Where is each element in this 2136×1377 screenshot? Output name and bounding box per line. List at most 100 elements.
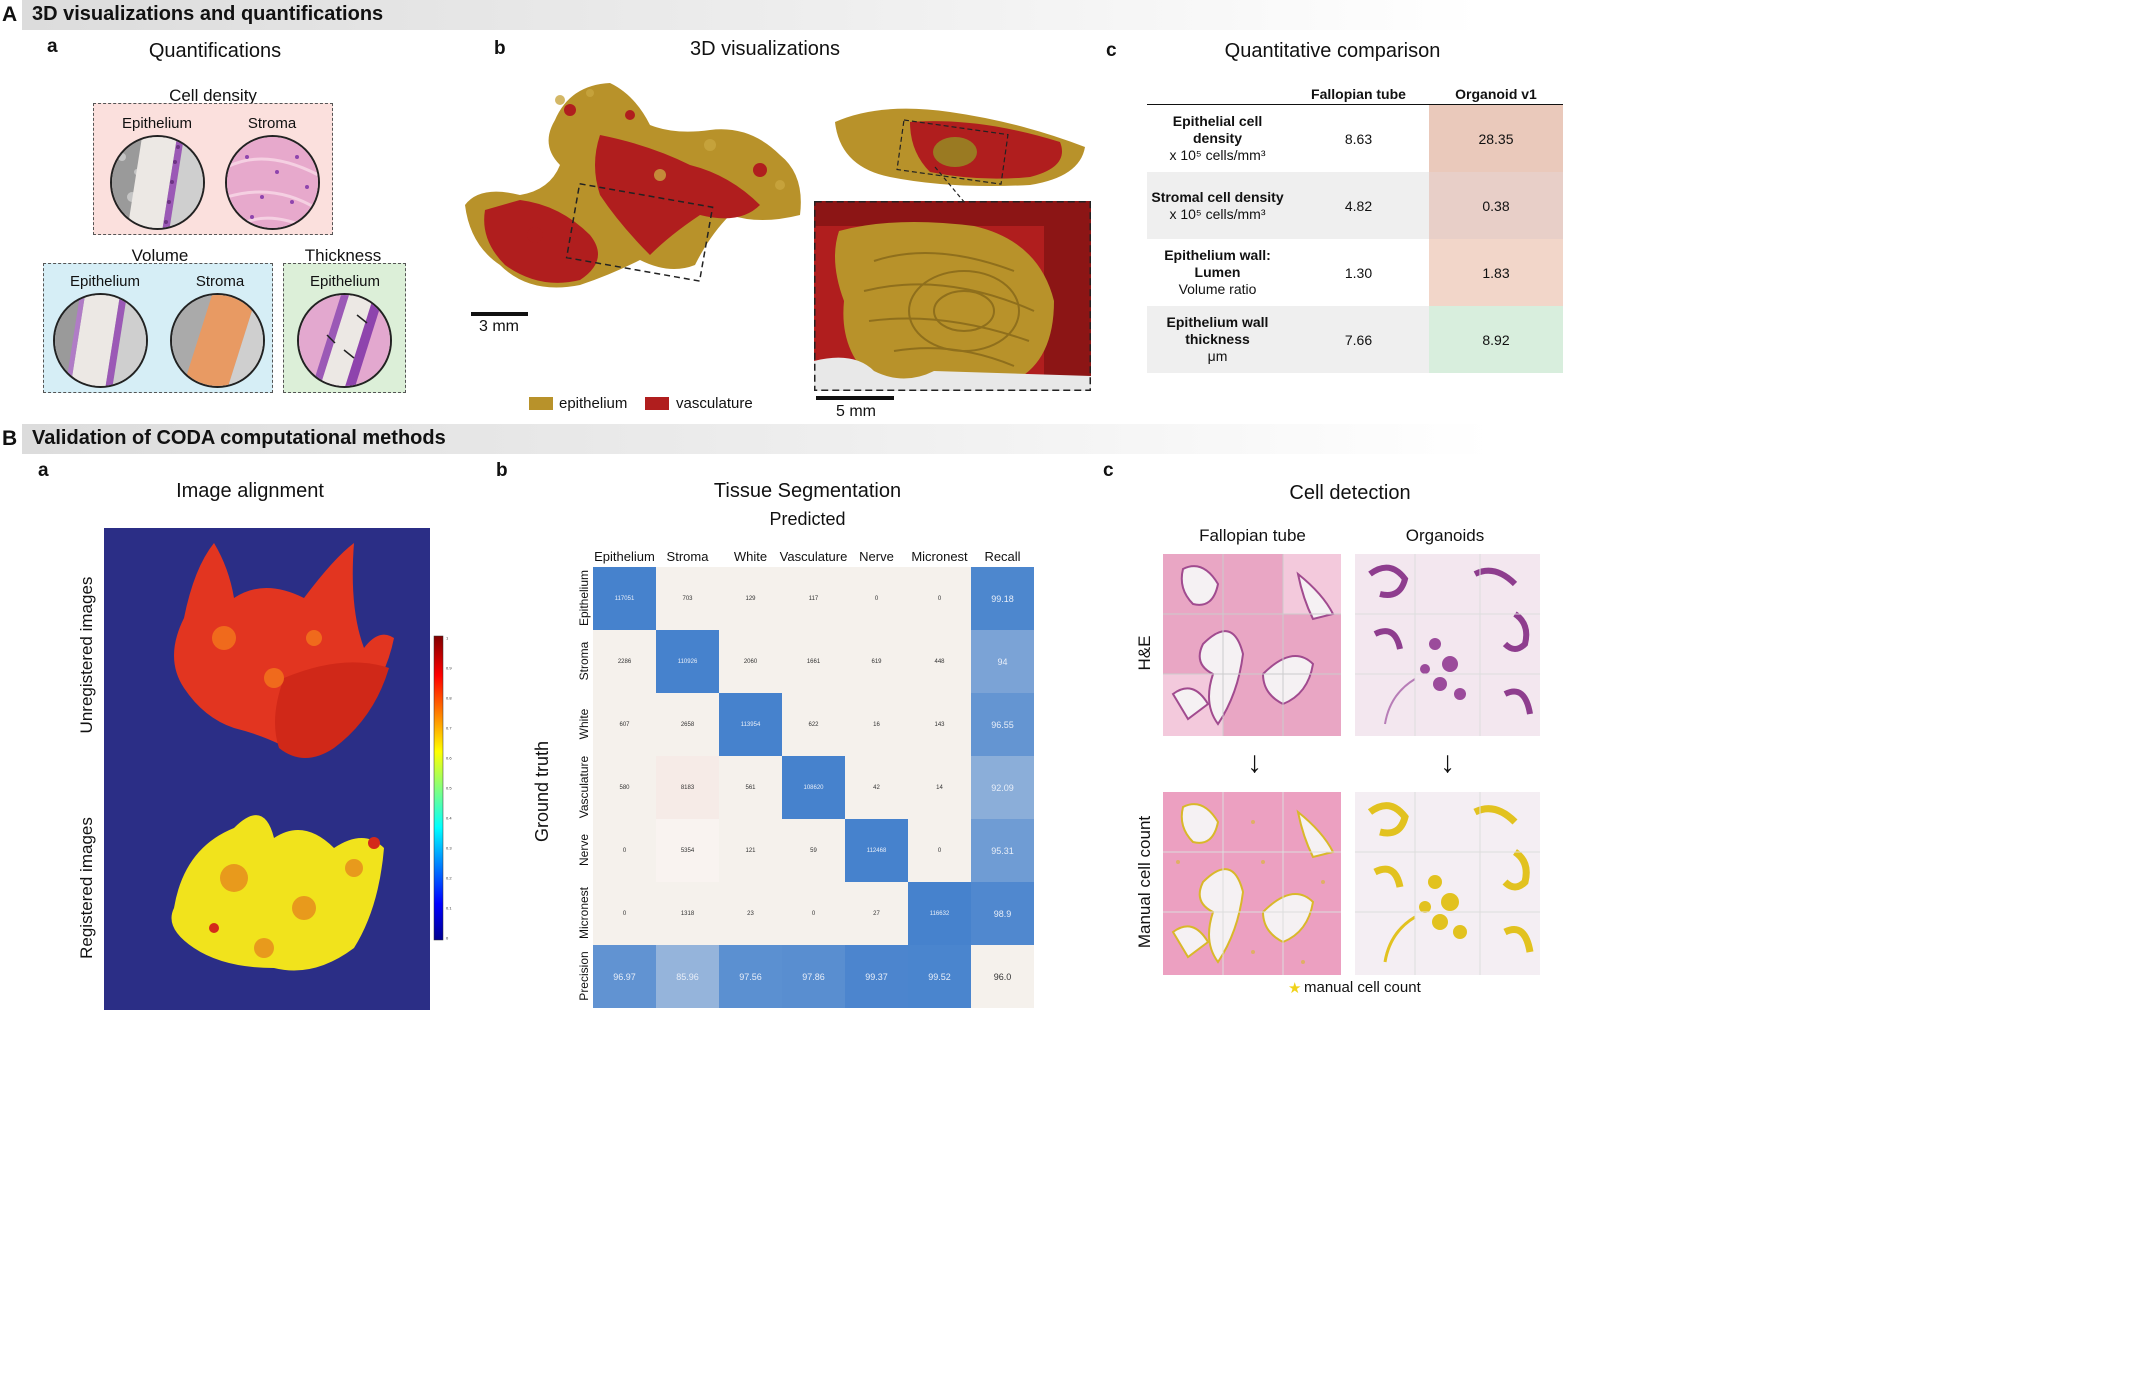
matrix-cell: 14	[908, 756, 971, 819]
col-label-organoids: Organoids	[1405, 526, 1485, 545]
row-unit: μm	[1207, 348, 1228, 364]
matrix-cell: 94	[971, 630, 1034, 693]
matrix-cell: 0	[593, 882, 656, 945]
matrix-cell: 108620	[782, 756, 845, 819]
matrix-cell: 97.86	[782, 945, 845, 1008]
legend-epithelium-label: epithelium	[559, 395, 628, 412]
count-organoids-image	[1355, 792, 1540, 975]
table-row: Epithelial cell density x 10⁵ cells/mm³ 8…	[1147, 105, 1563, 172]
section-a-letter: A	[2, 3, 18, 26]
panel-ac-letter: c	[1106, 40, 1117, 61]
cell-density-epithelium-image	[110, 135, 205, 230]
row-label-manual-count: Manual cell count	[1135, 815, 1154, 949]
alignment-heatmap-image	[104, 528, 430, 1010]
cell-density-stroma-image	[225, 135, 320, 230]
panel-bc-title: Cell detection	[1289, 482, 1411, 504]
section-b-letter: B	[2, 427, 18, 450]
label-unregistered: Unregistered images	[77, 576, 96, 734]
col-header-fallopian: Fallopian tube	[1311, 86, 1406, 102]
colorbar-tick-label: 0.5	[446, 786, 452, 791]
legend-epithelium-swatch	[529, 397, 553, 410]
panel-bc-letter: c	[1103, 460, 1114, 481]
matrix-cell: 96.97	[593, 945, 656, 1008]
panel-bb-title: Tissue Segmentation	[713, 480, 902, 502]
panel-ba-title: Image alignment	[176, 480, 324, 502]
matrix-cell: 110926	[656, 630, 719, 693]
organoid-value: 0.38	[1429, 172, 1563, 239]
matrix-cell: 117	[782, 567, 845, 630]
colorbar-tick-label: 0	[446, 936, 449, 941]
colorbar-tick-label: 0.8	[446, 696, 452, 701]
colorbar-tick-label: 0.9	[446, 666, 452, 671]
matrix-cell: 607	[593, 693, 656, 756]
row-name: Stromal cell density	[1151, 188, 1284, 205]
matrix-cell: 2658	[656, 693, 719, 756]
3d-tissue-render-large	[465, 83, 801, 288]
col-label-fallopian: Fallopian tube	[1199, 526, 1306, 545]
colorbar-tick-label: 0.4	[446, 816, 452, 821]
scale-bar-3mm-label: 3 mm	[479, 318, 519, 335]
panel-aa-title: Quantifications	[148, 40, 282, 62]
matrix-cell: 99.52	[908, 945, 971, 1008]
table-row: Epithelium wall: Lumen Volume ratio 1.30 …	[1147, 239, 1563, 306]
matrix-column-header: Stroma	[666, 549, 709, 564]
volume-title: Volume	[131, 246, 189, 265]
arrow-down-right-icon: ↓	[1440, 746, 1455, 779]
thickness-epithelium-image	[297, 293, 392, 388]
predicted-label: Predicted	[769, 509, 846, 529]
legend-vasculature-label: vasculature	[676, 395, 753, 412]
matrix-cell: 112468	[845, 819, 908, 882]
section-a-title: 3D visualizations and quantifications	[32, 3, 384, 25]
matrix-column-header: Recall	[984, 549, 1021, 564]
matrix-column-header: White	[733, 549, 768, 564]
panel-ab-letter: b	[494, 38, 506, 59]
matrix-cell: 113954	[719, 693, 782, 756]
alignment-colorbar: 1 0.9 0.8 0.7 0.6 0.5 0.4 0.3 0.2 0.1 0	[433, 636, 452, 941]
matrix-cell: 622	[782, 693, 845, 756]
scale-bar-3mm	[471, 312, 528, 316]
matrix-column-header: Nerve	[859, 549, 894, 564]
matrix-cell: 2286	[593, 630, 656, 693]
section-a-header: 3D visualizations and quantifications	[22, 0, 1482, 30]
3d-tissue-render-small	[835, 108, 1085, 186]
matrix-cell: 0	[593, 819, 656, 882]
panel-ac-title: Quantitative comparison	[1224, 40, 1441, 62]
matrix-cell: 2060	[719, 630, 782, 693]
matrix-cell: 27	[845, 882, 908, 945]
matrix-cell: 619	[845, 630, 908, 693]
matrix-row-header: Precision	[577, 950, 591, 1001]
matrix-row-header: White	[577, 708, 591, 739]
matrix-row-header: Epithelium	[577, 569, 591, 626]
matrix-cell: 98.9	[971, 882, 1034, 945]
row-name: Epithelium wall thickness	[1166, 314, 1269, 347]
matrix-row-header: Nerve	[577, 833, 591, 866]
confusion-matrix: 117051 703 129 117 0 0 99.18 2286 110926 2060 1661…	[593, 567, 1034, 1008]
matrix-cell: 5354	[656, 819, 719, 882]
manual-count-legend: manual cell count	[1304, 979, 1421, 996]
matrix-cell: 23	[719, 882, 782, 945]
he-fallopian-image	[1163, 554, 1341, 736]
panel-bb-letter: b	[496, 460, 508, 481]
matrix-cell: 1318	[656, 882, 719, 945]
star-icon: ★	[1288, 980, 1302, 997]
matrix-cell: 95.31	[971, 819, 1034, 882]
colorbar-tick-label: 0.7	[446, 726, 452, 731]
matrix-cell: 448	[908, 630, 971, 693]
row-unit: Volume ratio	[1178, 281, 1257, 297]
ground-truth-label: Ground truth	[532, 740, 552, 843]
matrix-cell: 8183	[656, 756, 719, 819]
matrix-cell: 16	[845, 693, 908, 756]
matrix-cell: 85.96	[656, 945, 719, 1008]
col-header-organoid: Organoid v1	[1455, 86, 1537, 102]
matrix-cell: 0	[782, 882, 845, 945]
matrix-cell: 561	[719, 756, 782, 819]
count-fallopian-image	[1163, 792, 1341, 975]
comparison-table: Epithelial cell density x 10⁵ cells/mm³ 8…	[1147, 104, 1563, 373]
row-name: Epithelium wall: Lumen	[1164, 247, 1271, 280]
matrix-cell: 0	[845, 567, 908, 630]
colorbar-tick-label: 0.3	[446, 846, 452, 851]
matrix-column-header: Vasculature	[779, 549, 848, 564]
fallopian-value: 8.63	[1344, 130, 1373, 147]
matrix-cell: 99.18	[971, 567, 1034, 630]
cell-density-epithelium-label: Epithelium	[121, 115, 193, 132]
